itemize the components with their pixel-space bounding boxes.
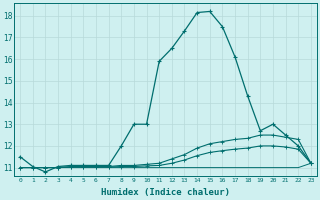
X-axis label: Humidex (Indice chaleur): Humidex (Indice chaleur) [101, 188, 230, 197]
